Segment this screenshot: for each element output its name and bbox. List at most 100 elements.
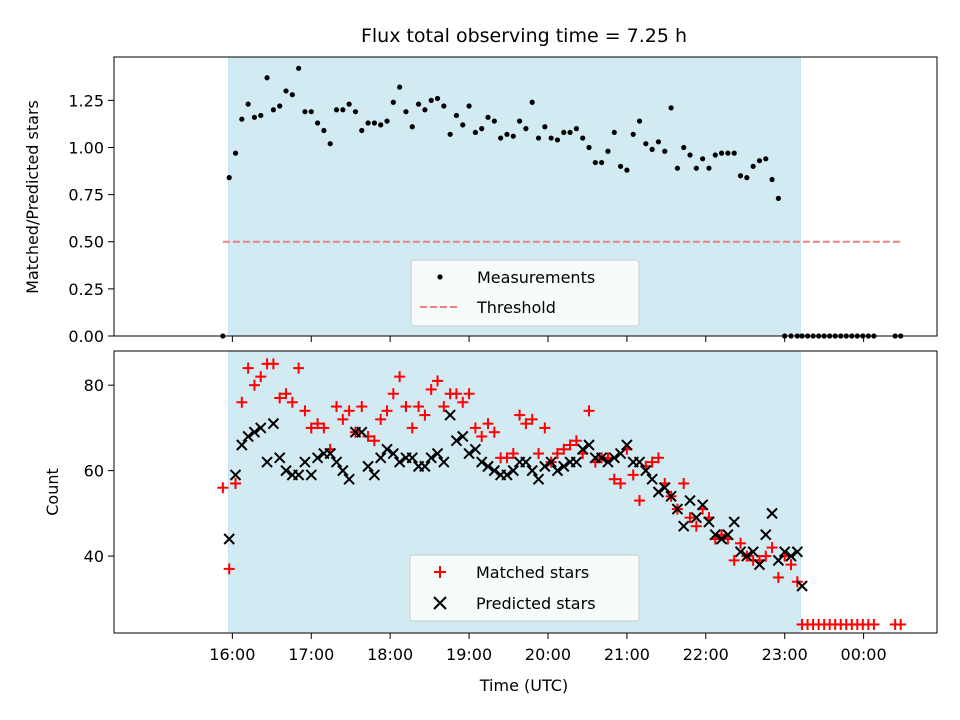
measurement-point [643,141,649,147]
measurement-point [352,109,359,115]
measurement-point [314,120,321,126]
predicted-star-point [311,452,324,464]
predicted-star-point [696,499,709,511]
matched-star-point [381,405,393,417]
count-y-axis-label: Count [43,468,62,516]
predicted-star-point [501,469,513,481]
matched-star-point [337,413,349,425]
measurement-point [346,101,352,107]
predicted-star-point [665,490,677,502]
measurement-point [289,92,295,98]
predicted-star-point [753,558,766,571]
predicted-star-point [387,447,400,460]
matched-star-point [684,512,696,524]
predicted-star-point [242,430,254,443]
predicted-star-point [659,482,671,494]
matched-star-point [895,618,907,630]
measurement-point [567,129,573,136]
matched-star-point [312,418,324,430]
legend-predicted-marker [433,596,447,610]
matched-star-point [394,371,406,383]
predicted-star-point [772,554,785,567]
measurement-point [750,163,756,169]
predicted-star-point [520,456,532,468]
ratio-y-tick-label: 1.00 [68,138,104,157]
predicted-star-point [419,460,431,473]
matched-star-point [735,537,747,549]
predicted-star-point [760,529,772,541]
legend-measurements-marker [437,274,443,280]
measurement-point [599,159,605,166]
measurement-point [529,99,535,105]
predicted-star-point [324,447,336,460]
matched-star-point [343,405,355,417]
measurement-point [340,107,346,113]
predicted-star-point [715,533,728,545]
matched-star-point [463,388,475,400]
predicted-star-point [558,460,570,473]
predicted-star-point [463,447,475,460]
predicted-star-point [431,447,444,460]
predicted-star-point [229,469,242,481]
measurement-point [327,141,333,147]
x-axis-label: Time (UTC) [479,676,568,695]
measurement-point [548,135,554,141]
matched-star-point [785,559,797,571]
matched-star-point [646,456,658,468]
ratio-panel: 0.00 0.25 0.50 0.75 1.00 1.25 Matched/Predict… [23,56,938,346]
x-tick-label: 19:00 [446,645,492,664]
matched-star-point [690,520,702,532]
measurement-point [554,137,561,143]
predicted-star-point [450,435,463,447]
predicted-star-point [488,464,501,477]
predicted-star-point [684,494,696,507]
matched-star-point [772,571,784,583]
measurement-point [561,129,567,136]
measurement-point [510,133,516,139]
predicted-star-point [728,516,740,528]
matched-star-point [217,482,229,494]
measurement-point [769,176,775,183]
matched-star-point [469,422,481,434]
predicted-star-point [469,443,482,455]
matched-star-point [558,443,570,455]
predicted-star-point [678,520,690,532]
matched-star-point [400,401,412,413]
measurement-point [296,65,302,71]
matched-star-point [438,401,450,413]
predicted-star-point [796,580,808,592]
measurement-point [371,120,377,126]
ratio-y-tick-label: 0.75 [68,186,104,205]
measurement-point [485,114,491,120]
predicted-star-point [741,550,753,562]
matched-star-point [457,396,469,408]
x-tick-label: 17:00 [288,645,334,664]
measurement-point [681,144,687,151]
predicted-star-point [791,546,804,558]
chart-title: Flux total observing time = 7.25 h [361,25,687,47]
predicted-star-point [457,430,469,443]
measurement-point [775,195,781,201]
count-y-tick-label: 80 [84,376,104,395]
measurement-point [415,101,422,107]
matched-star-point [476,430,488,442]
predicted-star-point [614,447,627,460]
count-y-ticks: 40 60 80 [84,376,114,566]
count-legend: Matched stars Predicted stars [409,554,640,622]
matched-star-point [608,473,620,485]
ratio-y-axis-label: Matched/Predicted stars [23,100,42,294]
measurement-point [409,124,415,130]
measurement-point [649,146,655,152]
measurement-point [725,150,731,156]
predicted-star-point [381,443,393,455]
matched-star-point [551,448,563,460]
measurement-point [491,118,497,124]
predicted-star-point [425,452,437,464]
measurement-point [756,158,763,164]
measurement-point [516,118,523,124]
predicted-star-point [539,460,551,473]
matched-star-point [387,388,399,400]
matched-star-point [280,388,292,400]
measurement-point [573,126,579,132]
